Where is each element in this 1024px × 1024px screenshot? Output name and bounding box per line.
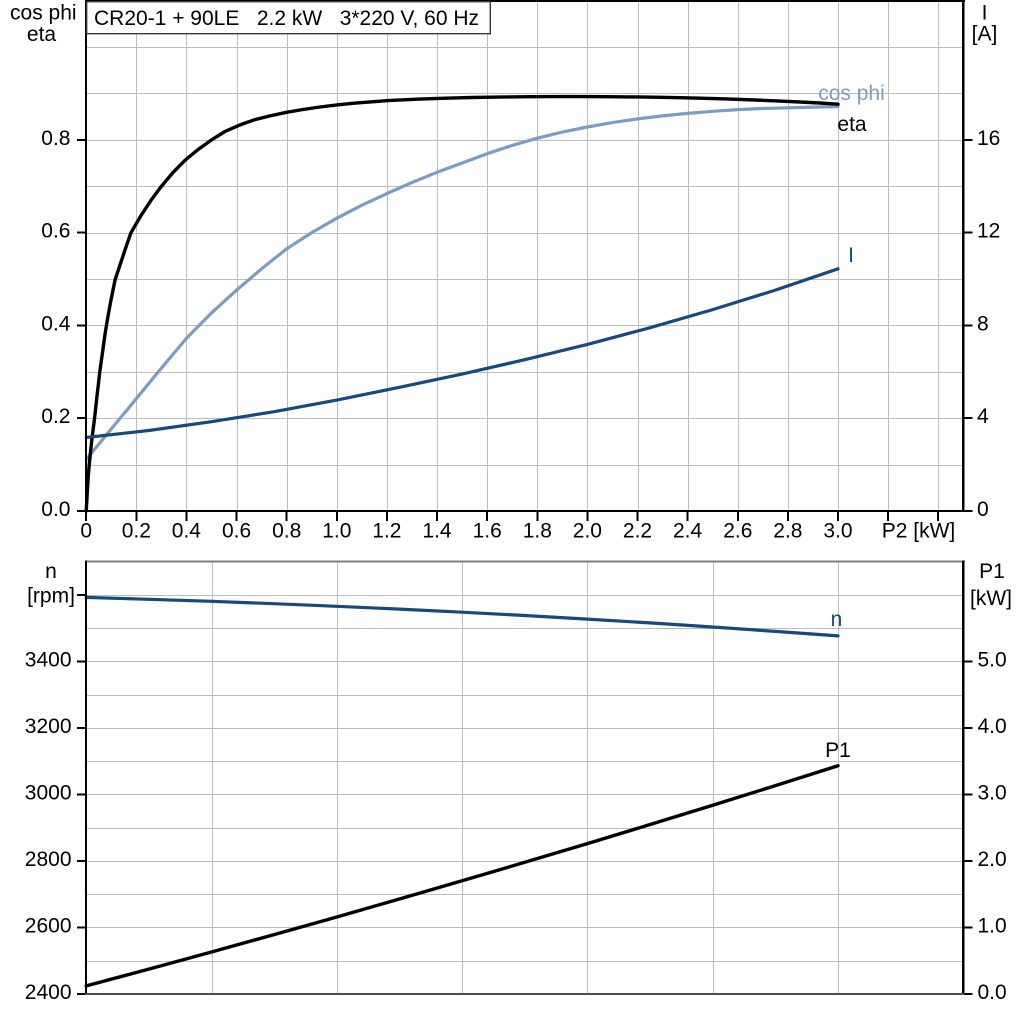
svg-text:2400: 2400	[25, 981, 72, 1004]
svg-text:I: I	[848, 244, 854, 267]
svg-text:2.4: 2.4	[673, 519, 703, 542]
svg-text:0.6: 0.6	[222, 519, 251, 542]
svg-text:cos phi: cos phi	[818, 82, 885, 105]
svg-text:1.2: 1.2	[372, 519, 401, 542]
svg-text:0.4: 0.4	[41, 312, 71, 335]
svg-text:0.0: 0.0	[41, 498, 70, 521]
svg-text:2.2: 2.2	[623, 519, 652, 542]
svg-text:4: 4	[977, 405, 989, 428]
svg-text:2.6: 2.6	[723, 519, 752, 542]
svg-text:0.4: 0.4	[172, 519, 202, 542]
svg-text:0: 0	[80, 519, 92, 542]
svg-text:0.2: 0.2	[122, 519, 151, 542]
svg-text:P1: P1	[825, 739, 851, 762]
svg-text:3200: 3200	[25, 715, 72, 738]
svg-text:eta: eta	[837, 113, 867, 136]
svg-text:0.2: 0.2	[41, 405, 70, 428]
svg-text:3400: 3400	[25, 648, 72, 671]
svg-text:16: 16	[977, 127, 1000, 150]
svg-text:1.8: 1.8	[523, 519, 552, 542]
svg-text:[A]: [A]	[972, 23, 998, 46]
svg-text:2.0: 2.0	[573, 519, 602, 542]
svg-text:12: 12	[977, 220, 1000, 243]
svg-text:1.0: 1.0	[978, 915, 1007, 938]
svg-text:2.0: 2.0	[978, 848, 1007, 871]
svg-text:eta: eta	[27, 23, 57, 46]
svg-text:cos phi: cos phi	[10, 2, 77, 25]
svg-text:1.6: 1.6	[473, 519, 502, 542]
svg-text:P1: P1	[979, 560, 1005, 583]
svg-text:5.0: 5.0	[978, 648, 1007, 671]
svg-text:4.0: 4.0	[978, 715, 1007, 738]
svg-text:0.0: 0.0	[978, 981, 1007, 1004]
svg-text:3.0: 3.0	[978, 781, 1007, 804]
svg-text:CR20-1 + 90LE 2.2 kW 3*220: CR20-1 + 90LE 2.2 kW 3*220 V, 60 Hz	[94, 7, 479, 30]
svg-text:1.4: 1.4	[422, 519, 452, 542]
svg-text:2600: 2600	[25, 915, 72, 938]
svg-text:[kW]: [kW]	[970, 587, 1012, 610]
svg-text:[rpm]: [rpm]	[27, 585, 75, 608]
svg-text:2.8: 2.8	[773, 519, 802, 542]
svg-text:0: 0	[977, 498, 989, 521]
svg-text:P2 [kW]: P2 [kW]	[882, 519, 956, 542]
svg-text:2800: 2800	[25, 848, 72, 871]
svg-text:3000: 3000	[25, 781, 72, 804]
svg-text:3.0: 3.0	[823, 519, 852, 542]
svg-text:0.6: 0.6	[41, 220, 70, 243]
svg-text:1.0: 1.0	[322, 519, 351, 542]
svg-text:0.8: 0.8	[41, 127, 70, 150]
svg-text:8: 8	[977, 312, 989, 335]
svg-text:I: I	[982, 1, 988, 24]
svg-text:0.8: 0.8	[272, 519, 301, 542]
svg-text:n: n	[831, 608, 843, 631]
svg-text:n: n	[45, 560, 57, 583]
